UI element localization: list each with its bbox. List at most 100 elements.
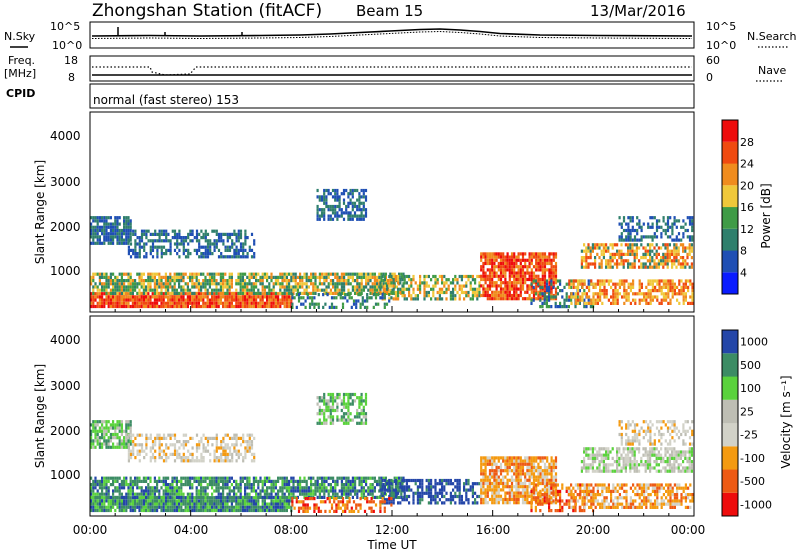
heatmap-cell <box>195 479 198 483</box>
heatmap-cell <box>668 256 671 260</box>
heatmap-cell <box>211 486 214 490</box>
heatmap-cell <box>98 238 101 242</box>
heatmap-cell <box>403 294 406 298</box>
heatmap-cell <box>336 217 339 221</box>
heatmap-cell <box>607 298 610 302</box>
heatmap-cell <box>178 304 181 309</box>
heatmap-cell <box>616 295 619 299</box>
heatmap-cell <box>400 272 403 276</box>
heatmap-cell <box>127 436 130 440</box>
heatmap-cell <box>329 217 332 221</box>
heatmap-cell <box>354 486 357 490</box>
heatmap-cell <box>206 440 210 444</box>
heatmap-cell <box>109 282 112 286</box>
heatmap-cell <box>90 298 93 302</box>
heatmap-cell <box>651 256 654 260</box>
heatmap-cell <box>283 272 286 276</box>
heatmap-cell <box>112 304 115 309</box>
heatmap-cell <box>204 505 207 509</box>
heatmap-cell <box>552 281 555 285</box>
heatmap-cell <box>189 239 192 243</box>
heatmap-cell <box>493 274 496 278</box>
heatmap-cell <box>200 298 203 302</box>
heatmap-cell <box>545 305 548 309</box>
heatmap-cell <box>228 292 231 296</box>
heatmap-cell <box>231 242 234 246</box>
heatmap-cell <box>140 285 143 289</box>
heatmap-cell <box>382 282 385 286</box>
heatmap-cell <box>334 198 337 202</box>
heatmap-cell <box>337 293 340 297</box>
heatmap-cell <box>548 258 551 262</box>
heatmap-cell <box>224 476 227 480</box>
heatmap-cell <box>508 281 511 285</box>
heatmap-cell <box>687 279 690 283</box>
heatmap-cell <box>616 265 619 269</box>
heatmap-cell <box>627 249 630 253</box>
heatmap-cell <box>638 222 641 226</box>
heatmap-cell <box>627 295 630 299</box>
heatmap-cell <box>272 502 275 506</box>
heatmap-cell <box>585 295 588 299</box>
heatmap-cell <box>112 291 115 295</box>
heatmap-cell <box>358 489 361 493</box>
heatmap-cell <box>682 232 685 236</box>
heatmap-cell <box>331 208 335 212</box>
heatmap-cell <box>112 232 115 236</box>
heatmap-cell <box>248 275 251 279</box>
heatmap-cell <box>343 272 346 276</box>
heatmap-cell <box>579 298 582 302</box>
heatmap-cell <box>519 258 522 262</box>
heatmap-cell <box>382 288 385 292</box>
heatmap-cell <box>307 275 310 279</box>
heatmap-cell <box>217 248 221 252</box>
heatmap-cell <box>585 249 588 253</box>
heatmap-cell <box>116 426 119 430</box>
heatmap-cell <box>599 282 602 286</box>
heatmap-cell <box>376 279 379 283</box>
heatmap-cell <box>209 452 212 456</box>
heatmap-cell <box>336 188 339 193</box>
heatmap-cell <box>366 305 369 309</box>
heatmap-cell <box>169 443 172 447</box>
heatmap-cell <box>394 278 397 282</box>
heatmap-cell <box>347 282 350 286</box>
heatmap-cell <box>517 252 520 256</box>
heatmap-cell <box>151 248 155 252</box>
heatmap-cell <box>632 285 635 289</box>
heatmap-cell <box>226 236 229 240</box>
heatmap-cell <box>215 285 218 289</box>
heatmap-cell <box>125 495 128 499</box>
heatmap-cell <box>186 499 189 503</box>
heatmap-cell <box>596 295 599 299</box>
heatmap-cell <box>495 265 498 269</box>
heatmap-cell <box>543 277 547 282</box>
heatmap-cell <box>217 489 220 493</box>
heatmap-cell <box>235 279 238 283</box>
heatmap-cell <box>153 272 156 276</box>
heatmap-cell <box>484 261 487 266</box>
heatmap-cell <box>129 452 133 456</box>
heatmap-cell <box>325 479 328 483</box>
heatmap-cell <box>101 483 104 487</box>
heatmap-cell <box>291 305 294 309</box>
heatmap-cell <box>530 271 533 275</box>
heatmap-cell <box>151 446 155 450</box>
heatmap-cell <box>228 282 231 286</box>
heatmap-cell <box>184 272 187 276</box>
heatmap-cell <box>220 443 223 447</box>
heatmap-cell <box>445 281 448 285</box>
heatmap-cell <box>184 483 187 487</box>
heatmap-cell <box>101 295 104 299</box>
heatmap-cell <box>351 195 354 199</box>
heatmap-cell <box>605 289 608 293</box>
heatmap-cell <box>204 486 207 490</box>
heatmap-cell <box>244 295 247 299</box>
heatmap-cell <box>365 282 368 286</box>
heatmap-cell <box>209 245 212 249</box>
heatmap-cell <box>296 486 299 490</box>
heatmap-cell <box>96 228 99 233</box>
heatmap-cell <box>129 288 132 292</box>
heatmap-cell <box>162 229 166 233</box>
heatmap-cell <box>149 282 152 286</box>
